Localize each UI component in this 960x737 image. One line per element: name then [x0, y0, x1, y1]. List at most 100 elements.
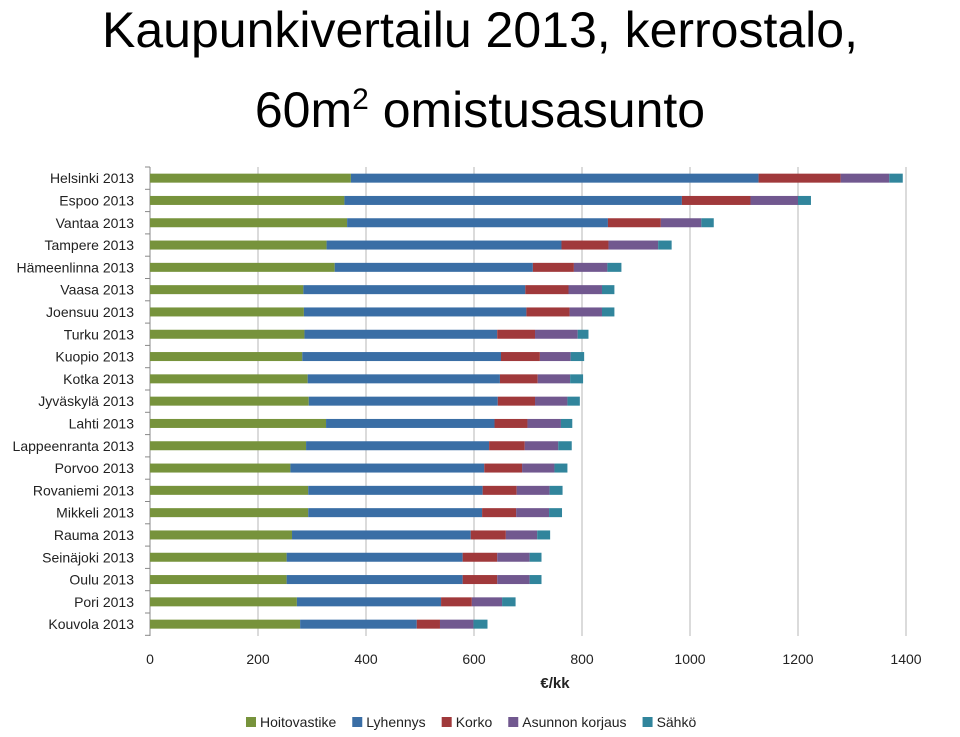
- category-label: Rauma 2013: [54, 527, 134, 543]
- bar-segment: [150, 575, 287, 585]
- bar-segment: [560, 418, 573, 428]
- bar-segment: [535, 329, 578, 339]
- legend-label: Lyhennys: [366, 714, 425, 730]
- bar-segment: [150, 262, 335, 272]
- bar-segment: [308, 508, 483, 518]
- bar-segment: [568, 285, 602, 295]
- category-label: Hämeenlinna 2013: [16, 259, 134, 275]
- bar-segment: [840, 173, 890, 183]
- bar-segment: [525, 285, 569, 295]
- bar-segment: [286, 552, 463, 562]
- category-label: Porvoo 2013: [55, 460, 135, 476]
- chart-title-subject: omistusasunto: [368, 82, 706, 138]
- bar-segment: [296, 597, 442, 607]
- x-axis-title: €/kk: [540, 675, 570, 692]
- category-label: Kuopio 2013: [55, 349, 134, 365]
- bar-segment: [150, 485, 309, 495]
- bar-segment: [554, 463, 568, 473]
- x-tick-label: 200: [246, 651, 270, 667]
- x-tick-label: 0: [146, 651, 154, 667]
- bar-segment: [516, 508, 550, 518]
- bar-segment: [290, 463, 485, 473]
- legend-swatch: [441, 717, 452, 727]
- bar-segment: [303, 285, 526, 295]
- bar-segment: [150, 441, 307, 451]
- bar-segment: [441, 597, 472, 607]
- bar-segment: [570, 374, 584, 384]
- bar-segment: [497, 396, 536, 406]
- bar-segment: [502, 597, 516, 607]
- category-label: Oulu 2013: [69, 572, 134, 588]
- bar-segment: [526, 307, 570, 317]
- x-tick-label: 400: [354, 651, 378, 667]
- bar-segment: [439, 619, 474, 629]
- legend-swatch: [246, 717, 256, 727]
- bar-segment: [681, 195, 751, 205]
- bar-segment: [303, 307, 527, 317]
- bar-segment: [150, 552, 287, 562]
- category-label: Mikkeli 2013: [56, 505, 134, 521]
- category-label: Espoo 2013: [59, 192, 134, 208]
- bar-segment: [569, 307, 602, 317]
- bar-segment: [473, 619, 488, 629]
- bar-segment: [150, 619, 301, 629]
- bar-segment: [549, 508, 563, 518]
- bar-segment: [482, 485, 517, 495]
- category-label: Turku 2013: [64, 326, 135, 342]
- bar-segment: [607, 218, 661, 228]
- bar-segment: [573, 262, 608, 272]
- bar-segment: [516, 485, 550, 495]
- legend-label: Korko: [456, 714, 493, 730]
- bar-segment: [570, 352, 585, 362]
- bar-segment: [577, 329, 589, 339]
- bar-segment: [344, 195, 682, 205]
- category-label: Tampere 2013: [44, 237, 134, 253]
- bar-segment: [499, 374, 538, 384]
- bar-segment: [524, 441, 559, 451]
- bar-segment: [326, 240, 562, 250]
- category-label: Kouvola 2013: [48, 616, 134, 632]
- bar-segment: [537, 530, 551, 540]
- bar-segment: [308, 396, 498, 406]
- category-label: Lappeenranta 2013: [13, 438, 135, 454]
- bar-segment: [302, 352, 501, 362]
- bar-segment: [150, 597, 297, 607]
- bar-segment: [494, 418, 528, 428]
- bar-segment: [304, 329, 498, 339]
- bar-segment: [326, 418, 495, 428]
- bar-segment: [527, 418, 561, 428]
- bar-segment: [529, 575, 542, 585]
- bar-segment: [150, 463, 291, 473]
- bar-segment: [489, 441, 525, 451]
- bar-segment: [608, 240, 659, 250]
- category-label: Vantaa 2013: [56, 215, 135, 231]
- x-tick-label: 1200: [782, 651, 813, 667]
- x-tick-label: 800: [570, 651, 594, 667]
- bar-segment: [150, 173, 351, 183]
- bar-segment: [306, 441, 490, 451]
- bar-segment: [505, 530, 538, 540]
- bar-segment: [150, 530, 293, 540]
- bar-segment: [522, 463, 555, 473]
- x-tick-label: 1400: [890, 651, 921, 667]
- bar-segment: [300, 619, 417, 629]
- legend-swatch: [508, 717, 519, 727]
- bar-segment: [889, 173, 903, 183]
- bar-segment: [416, 619, 440, 629]
- bar-segment: [150, 218, 348, 228]
- chart-title-line-1: Kaupunkivertailu 2013, kerrostalo,: [101, 2, 858, 58]
- category-label: Pori 2013: [74, 594, 134, 610]
- bar-segment: [660, 218, 702, 228]
- bar-segment: [798, 195, 811, 205]
- bar-segment: [286, 575, 463, 585]
- bar-segment: [497, 329, 536, 339]
- bar-segment: [334, 262, 533, 272]
- category-label: Vaasa 2013: [60, 282, 134, 298]
- chart-title-superscript: 2: [352, 83, 369, 116]
- bar-segment: [482, 508, 517, 518]
- chart-title-line-2: 60m2 omistusasunto: [0, 72, 960, 138]
- bar-segment: [150, 329, 305, 339]
- bar-segment: [150, 307, 304, 317]
- x-tick-label: 600: [462, 651, 486, 667]
- bar-segment: [567, 396, 580, 406]
